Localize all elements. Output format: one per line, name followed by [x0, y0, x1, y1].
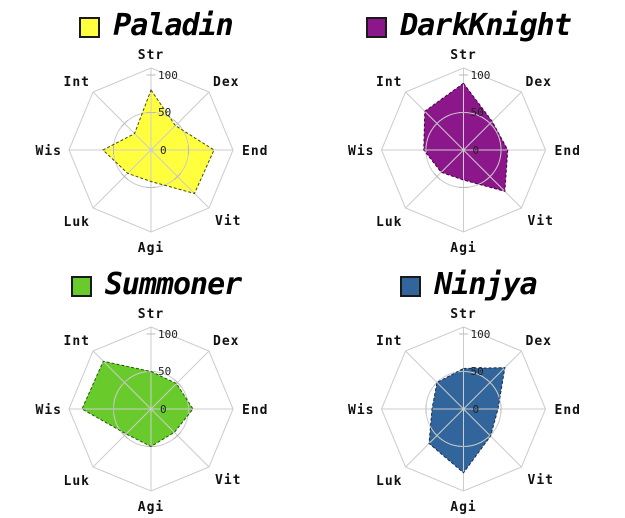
svg-text:End: End [242, 144, 268, 159]
svg-text:Wis: Wis [36, 144, 62, 159]
legend-swatch-icon [70, 275, 92, 297]
svg-text:End: End [555, 403, 581, 418]
radar-plot: Str Dex End Vit Agi Luk Wis Int 100 50 0 [36, 48, 268, 256]
legend-swatch-icon [79, 16, 101, 38]
svg-text:Dex: Dex [213, 75, 239, 90]
chart-title: DarkKnight [400, 8, 572, 43]
svg-text:Agi: Agi [450, 241, 476, 256]
radar-chart-ninjya: Ninjya Str Dex End Vit Agi Luk Wis Int 100 50 0 [312, 259, 625, 518]
svg-text:100: 100 [158, 328, 178, 341]
svg-text:Luk: Luk [64, 215, 90, 230]
svg-text:50: 50 [471, 365, 484, 378]
svg-text:Int: Int [376, 334, 402, 349]
svg-text:Luk: Luk [376, 215, 402, 230]
svg-text:100: 100 [158, 69, 178, 82]
svg-text:Str: Str [450, 48, 476, 63]
svg-text:Dex: Dex [526, 75, 552, 90]
svg-text:50: 50 [471, 106, 484, 119]
svg-text:Int: Int [64, 334, 90, 349]
svg-text:Agi: Agi [138, 500, 164, 515]
svg-text:Agi: Agi [138, 241, 164, 256]
legend-swatch-icon [400, 275, 422, 297]
svg-text:0: 0 [473, 144, 480, 157]
svg-text:Luk: Luk [64, 474, 90, 489]
radar-plot: Str Dex End Vit Agi Luk Wis Int 100 50 0 [36, 307, 268, 515]
svg-text:Wis: Wis [36, 403, 62, 418]
svg-text:End: End [242, 403, 268, 418]
svg-text:Str: Str [138, 307, 164, 322]
radar-plot: Str Dex End Vit Agi Luk Wis Int 100 50 0 [348, 307, 581, 515]
svg-text:0: 0 [160, 144, 167, 157]
svg-text:Agi: Agi [450, 500, 476, 515]
radar-chart-darkknight: DarkKnight Str Dex End Vit Agi Luk Wis Int 100 50… [312, 0, 625, 259]
svg-text:0: 0 [473, 403, 480, 416]
svg-text:0: 0 [160, 403, 167, 416]
svg-text:Int: Int [64, 75, 90, 90]
svg-text:50: 50 [158, 106, 171, 119]
chart-legend: DarkKnight [312, 6, 625, 46]
svg-text:Luk: Luk [376, 474, 402, 489]
chart-legend: Ninjya [312, 265, 625, 305]
chart-title: Ninjya [434, 267, 537, 302]
svg-text:Dex: Dex [213, 334, 239, 349]
svg-text:Vit: Vit [215, 473, 241, 488]
svg-text:End: End [555, 144, 581, 159]
svg-text:100: 100 [471, 328, 491, 341]
chart-title: Summoner [104, 267, 242, 302]
svg-text:Vit: Vit [528, 214, 554, 229]
svg-text:Str: Str [138, 48, 164, 63]
svg-text:100: 100 [471, 69, 491, 82]
svg-text:Vit: Vit [215, 214, 241, 229]
radar-plot: Str Dex End Vit Agi Luk Wis Int 100 50 0 [348, 48, 581, 256]
chart-legend: Summoner [0, 265, 312, 305]
svg-text:Str: Str [450, 307, 476, 322]
svg-text:Int: Int [376, 75, 402, 90]
svg-text:50: 50 [158, 365, 171, 378]
radar-chart-summoner: Summoner Str Dex End Vit Agi Luk Wis Int 100 50 0 [0, 259, 312, 518]
chart-title: Paladin [113, 8, 233, 43]
radar-chart-paladin: Paladin Str Dex End Vit Agi Luk Wis Int 100 50 0 [0, 0, 312, 259]
legend-swatch-icon [366, 16, 388, 38]
svg-text:Vit: Vit [528, 473, 554, 488]
chart-legend: Paladin [0, 6, 312, 46]
svg-text:Wis: Wis [348, 403, 374, 418]
svg-text:Dex: Dex [526, 334, 552, 349]
svg-text:Wis: Wis [348, 144, 374, 159]
